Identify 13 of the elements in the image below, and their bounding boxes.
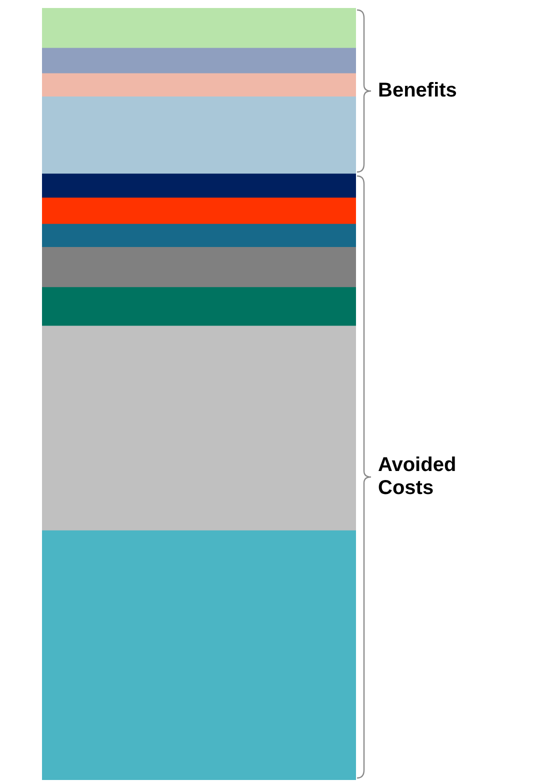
bar [42,287,356,326]
bar [42,96,356,174]
bar [42,198,356,224]
text: Avoided Costs [378,454,458,500]
text: Benefits [378,79,458,102]
bar [42,326,356,531]
bar [42,224,356,248]
bar [42,48,356,74]
bar [42,8,356,48]
bar [42,73,356,98]
bar [42,174,356,198]
bar [42,246,356,288]
bar [42,530,356,780]
